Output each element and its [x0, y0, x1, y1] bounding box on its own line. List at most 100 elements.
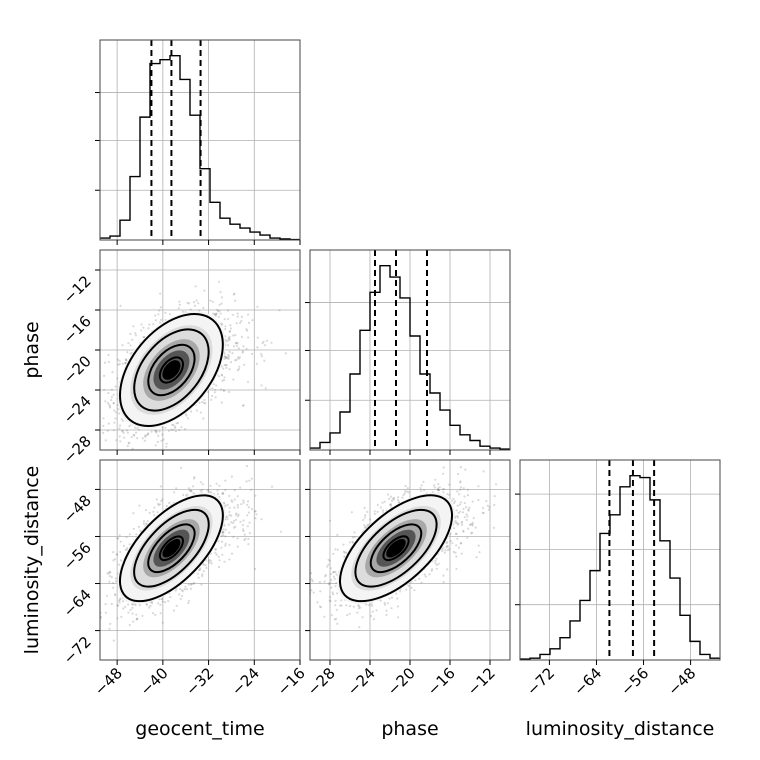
sample-point [464, 506, 468, 509]
contour-line [118, 494, 224, 603]
sample-point [108, 580, 111, 583]
sample-point [241, 350, 244, 353]
sample-point [134, 334, 137, 337]
sample-point [135, 618, 138, 621]
sample-point [161, 433, 164, 436]
sample-point [253, 510, 257, 513]
sample-point [128, 442, 131, 445]
sample-point [243, 533, 246, 536]
sample-point [223, 364, 226, 367]
sample-point [236, 503, 239, 507]
sample-point [358, 604, 361, 608]
sample-point [397, 616, 400, 619]
sample-point [172, 428, 175, 431]
y-tick-label: −64 [60, 586, 95, 621]
sample-point [112, 639, 115, 642]
sample-point [189, 308, 192, 311]
sample-point [221, 323, 224, 326]
sample-point [245, 328, 248, 331]
panel-frame [99, 39, 301, 241]
sample-point [230, 475, 233, 478]
sample-point [116, 604, 120, 607]
sample-point [160, 500, 163, 503]
sample-point [228, 514, 231, 517]
sample-point [179, 587, 182, 591]
sample-point [124, 362, 127, 365]
sample-point [213, 391, 216, 394]
sample-point [93, 375, 95, 377]
sample-point [187, 599, 190, 602]
sample-point [334, 548, 337, 551]
sample-point [228, 494, 231, 498]
sample-point [220, 540, 224, 543]
sample-point [256, 336, 259, 339]
sample-point [245, 464, 249, 468]
sample-point [263, 359, 266, 362]
sample-point [228, 337, 231, 340]
sample-point [250, 488, 253, 491]
sample-point [110, 395, 113, 399]
sample-point [461, 511, 465, 514]
sample-point [121, 430, 124, 433]
sample-point [225, 340, 228, 343]
sample-point [165, 445, 168, 448]
sample-point [141, 437, 144, 440]
sample-point [152, 323, 155, 326]
sample-point [161, 600, 164, 603]
sample-point [122, 419, 125, 422]
sample-point [144, 509, 147, 512]
sample-point [192, 485, 195, 488]
sample-point [183, 588, 186, 591]
sample-point [264, 344, 267, 347]
sample-point [247, 511, 251, 514]
sample-point [120, 418, 123, 421]
sample-point [102, 424, 105, 427]
sample-point [150, 602, 154, 605]
sample-point [162, 438, 165, 441]
sample-point [165, 504, 168, 508]
sample-point [114, 594, 117, 597]
sample-point [195, 299, 198, 302]
sample-point [233, 498, 236, 501]
sample-point [223, 318, 226, 321]
sample-point [234, 342, 237, 345]
sample-point [224, 488, 227, 491]
sample-point [233, 489, 236, 492]
sample-point [236, 537, 239, 540]
sample-point [126, 444, 129, 448]
sample-point [176, 422, 179, 425]
sample-point [240, 335, 243, 339]
sample-point [532, 482, 534, 484]
sample-point [104, 439, 107, 442]
sample-point [125, 359, 128, 362]
sample-point [95, 400, 97, 402]
sample-point [242, 501, 245, 504]
sample-point [232, 526, 236, 529]
sample-point [228, 531, 231, 534]
sample-point [96, 399, 98, 401]
grid [116, 40, 255, 240]
density-level [162, 360, 181, 380]
sample-point [200, 583, 203, 586]
sample-point [159, 318, 163, 321]
sample-point [128, 543, 131, 546]
sample-point [119, 550, 122, 554]
sample-point [132, 512, 135, 515]
sample-point [240, 320, 243, 323]
sample-point [236, 369, 239, 372]
histogram-luminosity-distance [520, 474, 720, 660]
sample-point [112, 429, 115, 432]
sample-point [106, 401, 109, 405]
sample-point [189, 489, 192, 492]
sample-point [208, 490, 211, 493]
sample-point [158, 598, 161, 601]
sample-point [131, 603, 134, 606]
sample-point [190, 582, 193, 586]
sample-point [470, 532, 473, 535]
sample-point [102, 431, 105, 434]
sample-point [233, 519, 236, 523]
sample-point [117, 537, 120, 540]
sample-point [187, 302, 191, 305]
sample-point [448, 483, 451, 486]
sample-point [237, 368, 241, 371]
